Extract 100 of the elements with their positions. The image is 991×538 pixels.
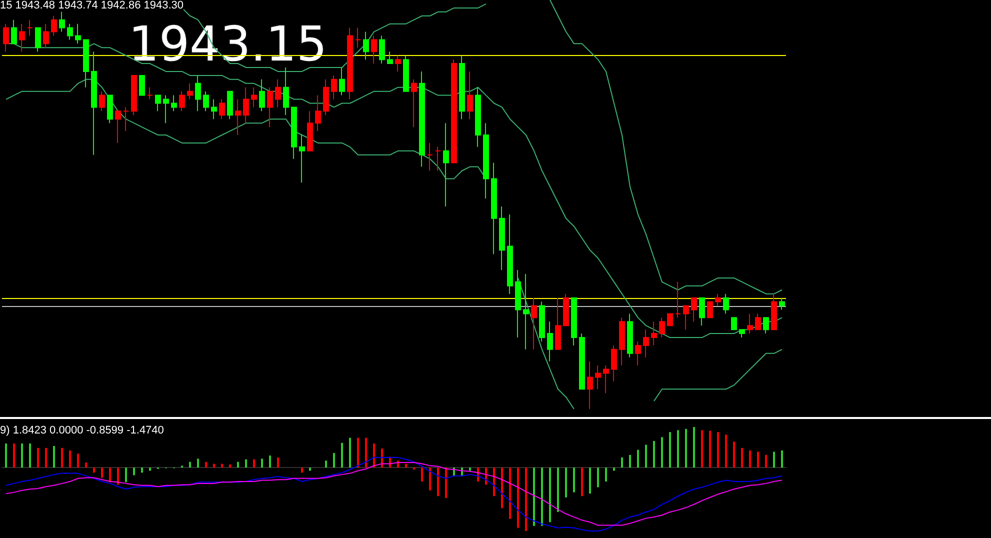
bar <box>277 457 279 468</box>
bar <box>469 468 471 471</box>
candlestick <box>291 106 297 160</box>
candlestick <box>187 82 193 100</box>
bar <box>597 468 599 488</box>
candlestick <box>763 317 769 334</box>
candlestick <box>11 19 17 44</box>
bar <box>341 442 343 468</box>
candlestick <box>459 55 465 120</box>
bar <box>693 427 695 468</box>
candlestick <box>75 23 81 44</box>
candlestick <box>99 90 105 112</box>
bar <box>125 468 127 482</box>
bar <box>117 468 119 485</box>
bar <box>261 458 263 468</box>
bar <box>701 430 703 468</box>
bar <box>109 468 111 482</box>
bar <box>149 468 151 471</box>
candlestick <box>67 23 73 40</box>
bar <box>541 468 543 526</box>
candlestick <box>435 146 441 172</box>
candlestick <box>755 313 761 330</box>
bar <box>301 468 303 473</box>
candlestick <box>523 273 529 350</box>
candlestick <box>323 78 329 116</box>
candlestick <box>59 11 65 32</box>
bar <box>493 468 495 496</box>
bar <box>93 468 95 473</box>
candlestick <box>387 51 393 64</box>
bar <box>77 454 79 468</box>
bar <box>365 438 367 468</box>
bar <box>629 454 631 468</box>
bar <box>133 468 135 476</box>
bar <box>221 464 223 468</box>
bar <box>677 430 679 468</box>
candlestick <box>275 78 281 108</box>
candlestick <box>363 31 369 60</box>
candlestick <box>227 90 233 120</box>
candlestick <box>611 344 617 382</box>
candlestick <box>595 364 601 390</box>
candlestick <box>691 297 697 322</box>
candlestick <box>555 297 561 350</box>
candlestick <box>299 134 305 184</box>
candlestick <box>587 360 593 410</box>
bar <box>549 468 551 522</box>
bar <box>37 448 39 468</box>
candlestick <box>203 90 209 112</box>
candlestick <box>483 122 489 200</box>
candlestick <box>147 86 153 100</box>
candlestick <box>339 67 345 96</box>
bar <box>349 438 351 468</box>
bar <box>517 468 519 528</box>
bar <box>669 432 671 468</box>
candlestick <box>683 305 689 330</box>
bar <box>205 462 207 468</box>
candlestick <box>91 51 97 156</box>
candlestick <box>307 110 313 152</box>
bar <box>85 462 87 468</box>
candlestick <box>667 313 673 326</box>
bar <box>637 450 639 468</box>
candlestick <box>731 317 737 330</box>
bar <box>645 444 647 468</box>
bar <box>501 468 503 508</box>
bar <box>685 428 687 468</box>
candlestick <box>627 313 633 358</box>
candlestick <box>259 78 265 112</box>
bar <box>69 450 71 468</box>
bar <box>141 468 143 473</box>
candlestick <box>283 67 289 116</box>
candlestick <box>651 321 657 346</box>
candlestick <box>451 59 457 164</box>
bar <box>45 448 47 468</box>
candlestick <box>123 106 129 132</box>
bar <box>333 453 335 468</box>
bar <box>765 454 767 468</box>
candlestick <box>379 35 385 64</box>
candlestick <box>403 55 409 92</box>
candlestick <box>675 281 681 318</box>
bar <box>653 440 655 468</box>
bar <box>565 468 567 498</box>
candlestick <box>603 364 609 394</box>
bar <box>717 432 719 468</box>
bar <box>253 459 255 468</box>
candlestick <box>107 94 113 124</box>
bar <box>757 452 759 468</box>
candlestick <box>779 297 785 310</box>
candlestick <box>35 27 41 52</box>
candlestick <box>371 35 377 64</box>
bar <box>445 468 447 498</box>
bar <box>357 438 359 468</box>
candlestick <box>739 329 745 338</box>
candlestick <box>27 19 33 36</box>
bar <box>237 462 239 468</box>
bar <box>773 452 775 468</box>
bar <box>245 459 247 468</box>
bar <box>509 468 511 519</box>
bar <box>213 464 215 468</box>
bar <box>21 443 23 468</box>
candlestick <box>635 340 641 366</box>
bar <box>605 468 607 482</box>
